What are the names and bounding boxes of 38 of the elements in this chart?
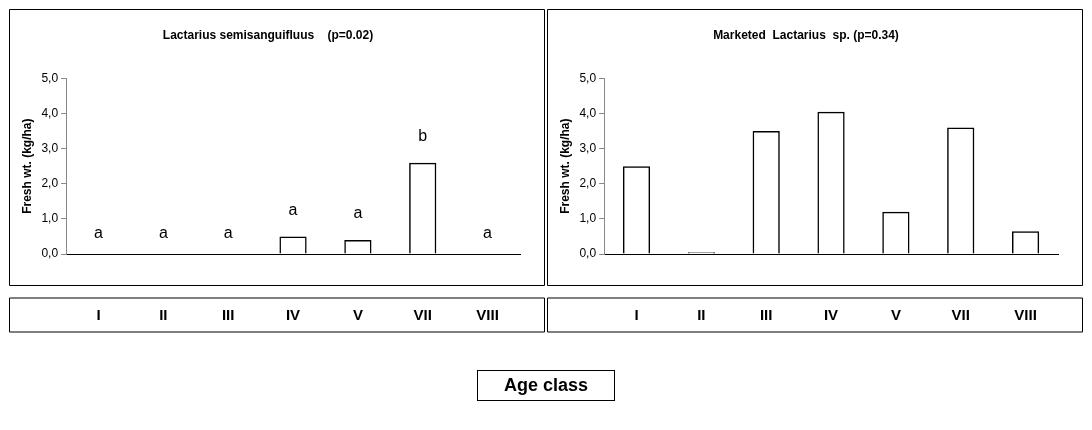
x-tick-label: IV: [285, 306, 301, 324]
x-tick-label: V: [352, 306, 363, 324]
x-tick-label: VIII: [476, 306, 499, 324]
x-tick-label: VII: [951, 306, 970, 324]
y-tick-label: 4,0: [41, 105, 59, 120]
y-tick-label: 0,0: [579, 246, 597, 261]
y-tick-label: 0,0: [41, 246, 59, 261]
x-tick-label: V: [890, 306, 901, 324]
annotation: a: [483, 224, 493, 242]
y-tick-label: 2,0: [579, 176, 597, 191]
x-axis-title: Age class: [476, 370, 616, 401]
x-tick-label: II: [697, 306, 706, 324]
chart-title: Marketed Lactarius sp. (p=0.34): [713, 27, 899, 42]
y-tick-label: 5,0: [579, 70, 597, 85]
annotation: a: [223, 224, 233, 242]
y-tick-label: 5,0: [41, 70, 59, 85]
x-tick-label: III: [759, 306, 773, 324]
y-axis-title: Fresh wt. (kg/ha): [557, 118, 572, 214]
x-tick-label: I: [634, 306, 639, 324]
annotation: a: [353, 204, 363, 222]
annotation: a: [288, 200, 298, 218]
y-tick-label: 1,0: [579, 211, 597, 226]
y-tick-label: 4,0: [579, 105, 597, 120]
x-tick-label: II: [159, 306, 168, 324]
y-tick-label: 1,0: [41, 211, 59, 226]
x-tick-label: I: [96, 306, 101, 324]
x-tick-label: IV: [823, 306, 839, 324]
y-tick-label: 3,0: [41, 140, 59, 155]
annotation: a: [158, 224, 168, 242]
chart-title: Lactarius semisanguifluus (p=0.02): [162, 27, 374, 42]
x-tick-label: III: [221, 306, 235, 324]
x-tick-label: VII: [413, 306, 432, 324]
x-tick-label: VIII: [1014, 306, 1037, 324]
annotation: a: [94, 224, 104, 242]
y-tick-label: 3,0: [579, 140, 597, 155]
y-axis-title: Fresh wt. (kg/ha): [19, 118, 34, 214]
y-tick-label: 2,0: [41, 176, 59, 191]
annotation: b: [418, 127, 428, 145]
